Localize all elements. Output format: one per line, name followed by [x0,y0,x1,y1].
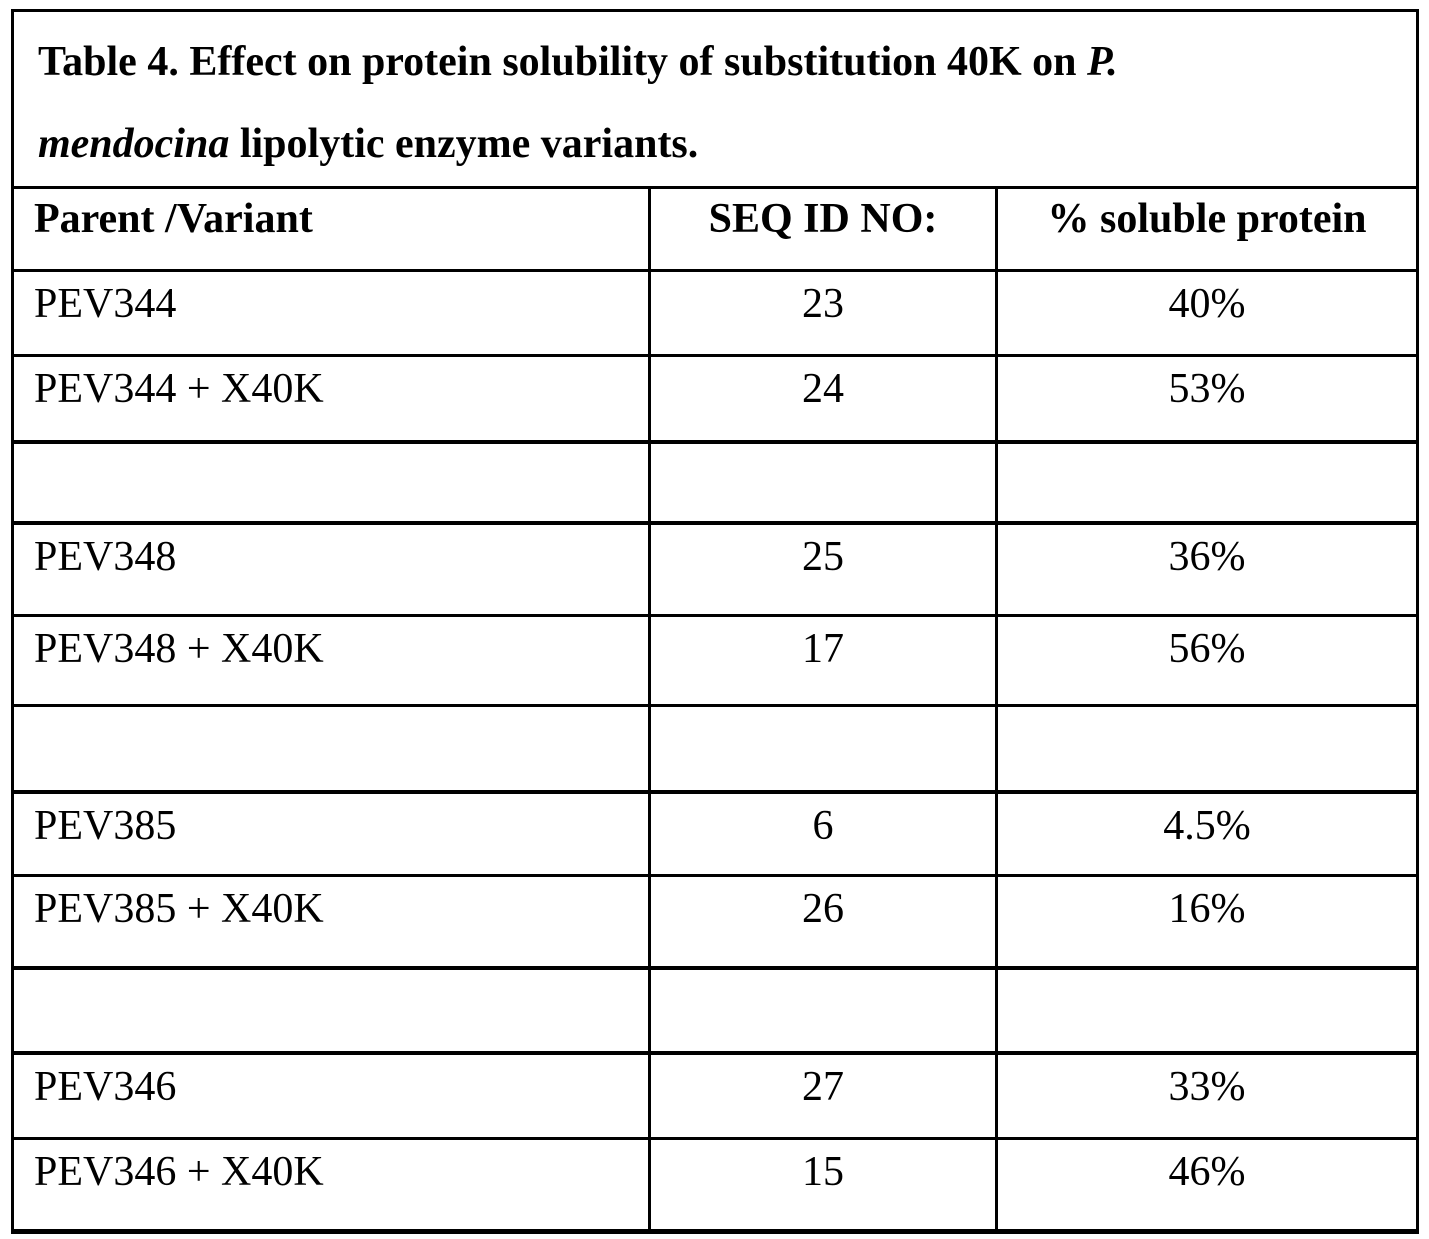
separator-row [11,703,1420,795]
cell-solubility: 46% [994,1136,1420,1233]
separator-row [11,440,1420,526]
cell-solubility-empty [994,440,1420,526]
cell-seq-id: 26 [648,873,998,971]
cell-variant: PEV348 + X40K [11,613,651,707]
solubility-table: Table 4. Effect on protein solubility of… [10,9,1420,1234]
cell-variant: PEV346 [11,1051,651,1140]
header-seq-id: SEQ ID NO: [648,185,998,272]
table-row: PEV346 27 33% [11,1051,1420,1140]
cell-solubility: 53% [994,353,1420,445]
cell-seq-id-empty [648,703,998,795]
cell-solubility: 36% [994,521,1420,617]
cell-variant: PEV346 + X40K [11,1136,651,1233]
cell-variant: PEV344 + X40K [11,353,651,445]
cell-variant: PEV385 + X40K [11,873,651,971]
cell-seq-id: 23 [648,268,998,357]
cell-seq-id: 17 [648,613,998,707]
title-text-part1: Table 4. Effect on protein solubility of… [38,39,1087,85]
header-soluble-protein: % soluble protein [994,185,1420,272]
table-row: PEV344 23 40% [11,268,1420,357]
cell-solubility: 33% [994,1051,1420,1140]
table-row: PEV346 + X40K 15 46% [11,1136,1420,1233]
table-title-line1: Table 4. Effect on protein solubility of… [38,22,1392,104]
cell-variant: PEV348 [11,521,651,617]
cell-solubility: 16% [994,873,1420,971]
table-row: PEV344 + X40K 24 53% [11,353,1420,445]
cell-variant-empty [11,440,651,526]
cell-seq-id-empty [648,440,998,526]
cell-seq-id: 15 [648,1136,998,1233]
cell-seq-id-empty [648,966,998,1056]
cell-seq-id: 25 [648,521,998,617]
separator-row [11,966,1420,1056]
cell-solubility: 40% [994,268,1420,357]
title-italic-species-genus: P. [1087,39,1118,85]
header-parent-variant: Parent /Variant [11,185,651,272]
title-italic-species-name: mendocina [38,120,230,167]
cell-solubility: 4.5% [994,790,1420,877]
table-title-line2: mendocina lipolytic enzyme variants. [38,104,1392,184]
cell-seq-id: 24 [648,353,998,445]
cell-solubility-empty [994,966,1420,1056]
cell-solubility: 56% [994,613,1420,707]
cell-variant-empty [11,703,651,795]
table-header-row: Parent /Variant SEQ ID NO: % soluble pro… [11,185,1420,272]
cell-variant-empty [11,966,651,1056]
cell-seq-id: 6 [648,790,998,877]
cell-variant: PEV344 [11,268,651,357]
title-text-part2: lipolytic enzyme variants. [229,120,699,167]
cell-solubility-empty [994,703,1420,795]
table-row: PEV385 + X40K 26 16% [11,873,1420,971]
table-row: PEV348 + X40K 17 56% [11,613,1420,707]
table-row: PEV348 25 36% [11,521,1420,617]
table-title-row: Table 4. Effect on protein solubility of… [10,9,1420,189]
table-row: PEV385 6 4.5% [11,790,1420,877]
cell-seq-id: 27 [648,1051,998,1140]
table-title: Table 4. Effect on protein solubility of… [10,9,1420,189]
cell-variant: PEV385 [11,790,651,877]
